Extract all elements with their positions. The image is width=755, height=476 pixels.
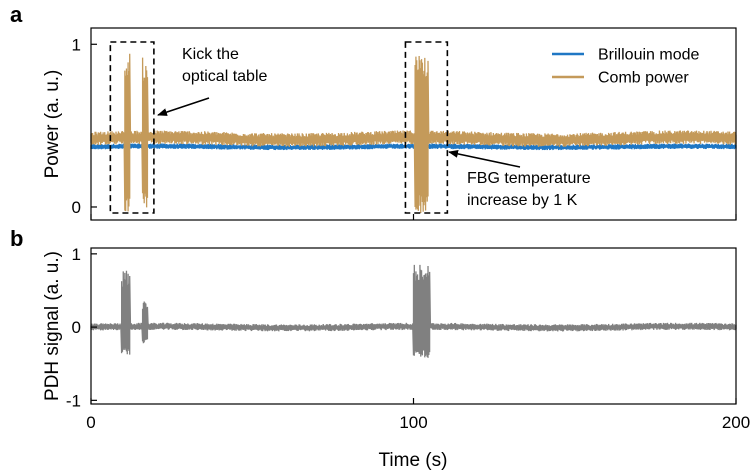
panel-b-ylabel: PDH signal (a. u.) — [42, 251, 63, 401]
x-tick-label: 200 — [722, 413, 750, 432]
annotation-fbg-line2: increase by 1 K — [467, 192, 578, 209]
series-line-comb-power — [90, 53, 737, 214]
legend: Brillouin mode Comb power — [552, 47, 699, 87]
annotation-fbg-arrow — [448, 149, 521, 168]
annotation-kick-line1: Kick the — [182, 46, 239, 63]
panel-a-ylabel: Power (a. u.) — [42, 70, 63, 179]
y-tick-label: 0 — [72, 198, 81, 217]
panel-b-label: b — [10, 226, 23, 251]
series-line-brillouin-mode — [90, 143, 737, 151]
panel-b: b -1 0 1 0 100 200 PDH signal (a. u.) Time (… — [10, 226, 750, 471]
x-tick-label: 0 — [86, 413, 95, 432]
annotation-fbg: FBG temperature increase by 1 K — [448, 149, 591, 209]
x-tick-label: 100 — [399, 413, 427, 432]
y-tick-label: -1 — [66, 391, 81, 410]
panel-a-series — [90, 53, 737, 214]
series-line-pdh-signal — [90, 264, 737, 358]
panel-b-x-ticks: 0 100 200 — [86, 398, 750, 432]
panel-b-xlabel: Time (s) — [379, 450, 448, 471]
legend-comb-label: Comb power — [598, 70, 689, 87]
panel-a-label: a — [10, 2, 23, 27]
legend-brillouin-label: Brillouin mode — [598, 47, 699, 64]
annotation-kick-arrow — [157, 97, 210, 116]
annotation-kick: Kick the optical table — [157, 46, 267, 116]
annotation-kick-line2: optical table — [182, 68, 267, 85]
panel-a: a 01 Power (a. u.) Brillouin mode Comb p… — [10, 2, 737, 221]
panel-b-series — [90, 264, 737, 358]
panel-b-y-ticks: -1 0 1 — [66, 245, 97, 410]
panel-a-x-ticks — [90, 214, 737, 220]
y-tick-label: 1 — [72, 245, 81, 264]
panel-a-highlight-boxes — [109, 41, 449, 214]
highlight-box-2 — [404, 41, 449, 214]
y-tick-label: 1 — [72, 35, 81, 54]
y-tick-label: 0 — [72, 318, 81, 337]
panel-a-y-ticks: 01 — [72, 35, 97, 217]
highlight-box-1 — [109, 41, 155, 214]
annotation-fbg-line1: FBG temperature — [467, 170, 591, 187]
